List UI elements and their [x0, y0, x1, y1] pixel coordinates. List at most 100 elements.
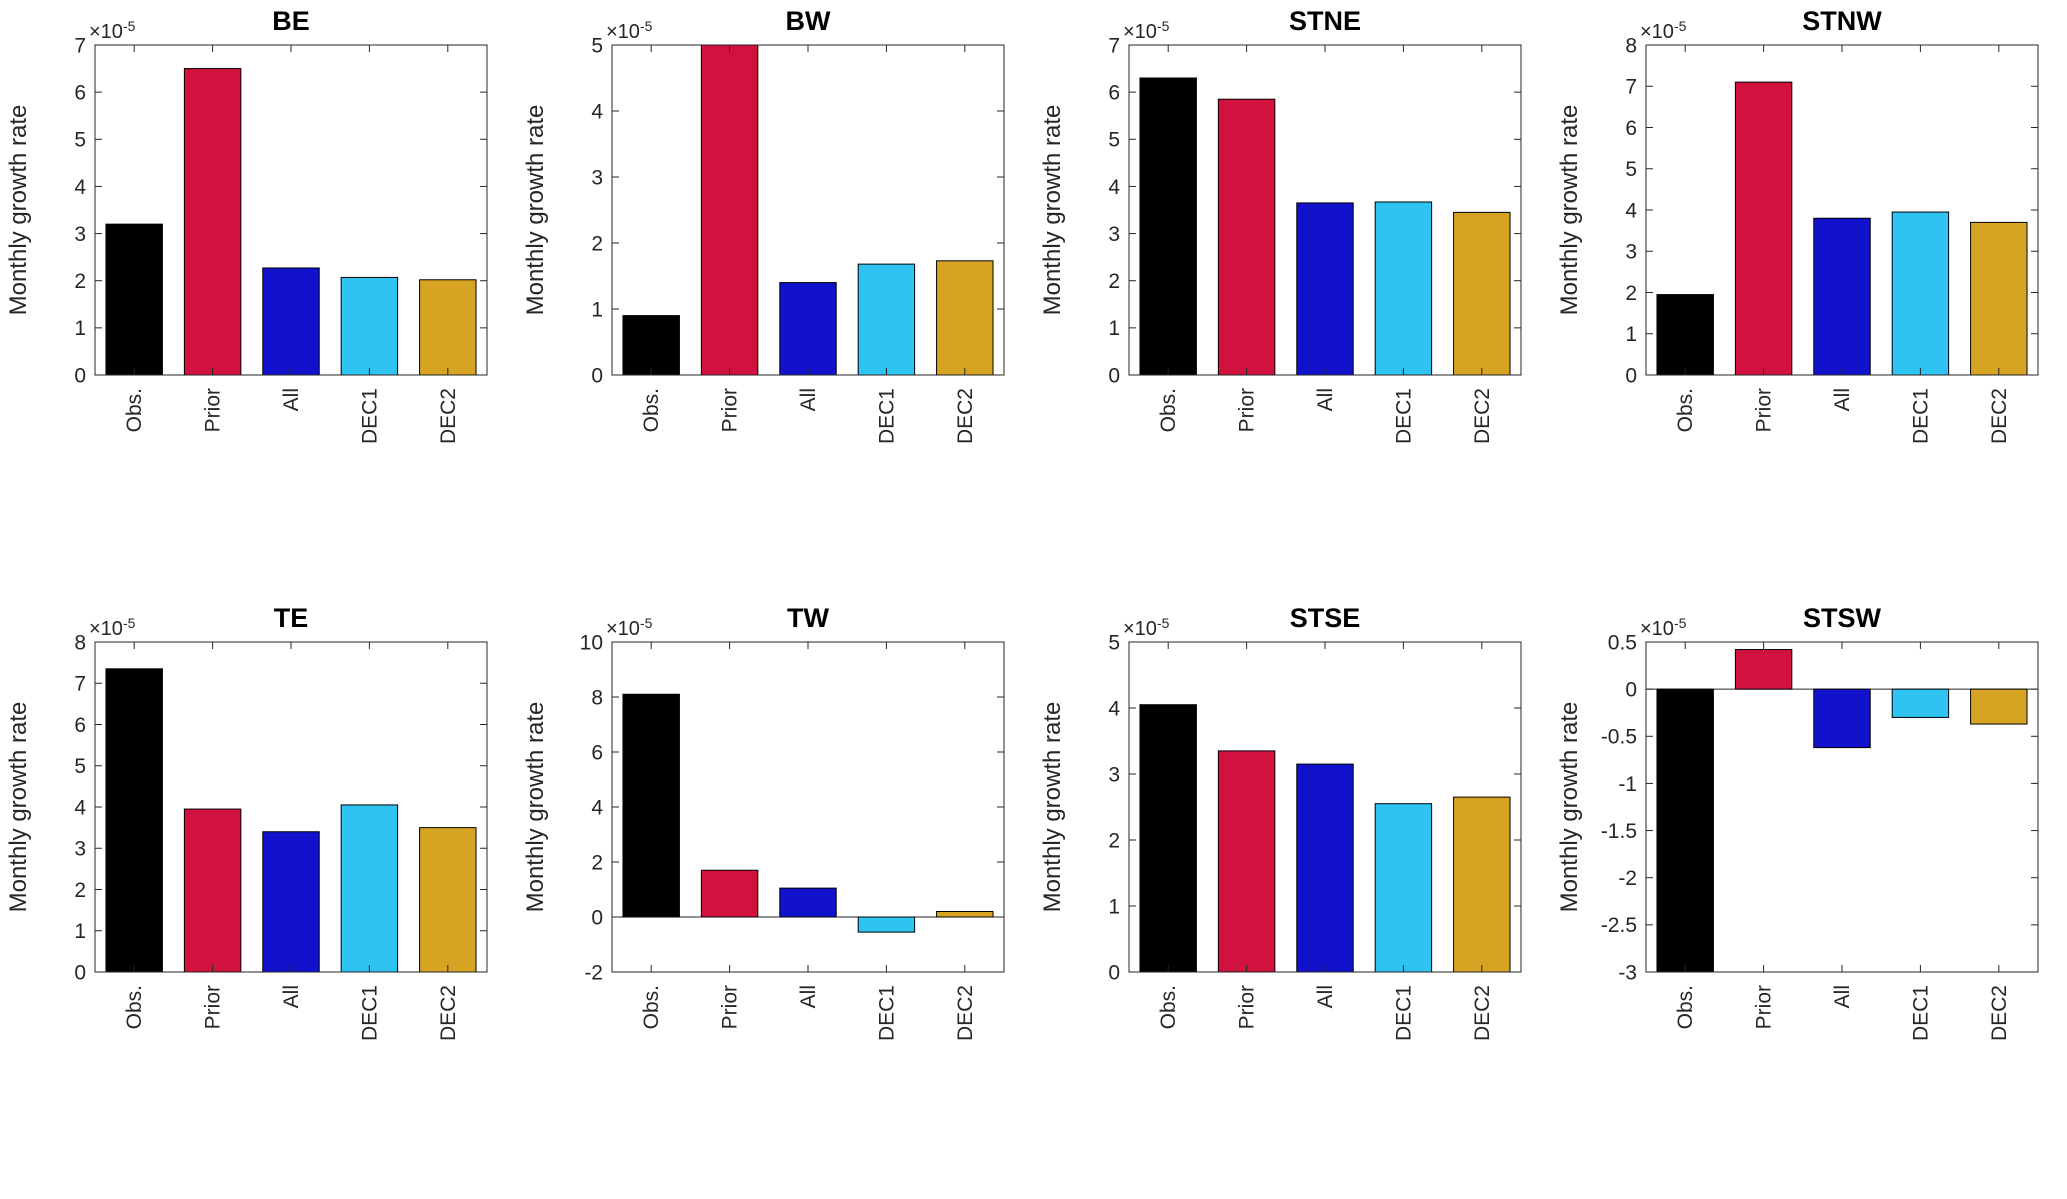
- y-tick-label: 1: [1108, 895, 1120, 918]
- bar-dec1: [1891, 211, 1950, 376]
- y-tick-label: 1: [591, 298, 603, 321]
- bar-dec2: [419, 827, 477, 973]
- y-tick-label: 1: [74, 317, 86, 340]
- bar-dec1: [340, 276, 399, 376]
- y-tick-label: 7: [1108, 34, 1120, 57]
- bar-dec2: [1453, 796, 1511, 973]
- y-tick-label: 5: [591, 34, 603, 57]
- y-tick-label: 5: [1108, 129, 1120, 152]
- y-tick-label: 2: [591, 851, 603, 874]
- x-tick-label: All: [797, 985, 820, 1008]
- bar-obs: [105, 223, 163, 376]
- bar-all: [262, 831, 320, 973]
- y-axis-label: Monthly growth rate: [1556, 702, 1583, 913]
- y-tick-label: 2: [1108, 270, 1120, 293]
- bar-chart-bw: 0 1 2 3 4 5 Obs. Prior All DEC1 DEC2 Monthly growth…: [522, 6, 1005, 444]
- bar-dec1: [1374, 803, 1433, 973]
- x-tick-label: DEC2: [1471, 388, 1494, 444]
- x-tick-label: Obs.: [1674, 388, 1697, 432]
- x-tick-label: All: [280, 388, 303, 411]
- bar-all: [1296, 763, 1354, 973]
- x-tick-label: Prior: [202, 388, 225, 432]
- x-tick-label: All: [797, 388, 820, 411]
- bar-dec1: [857, 916, 916, 933]
- bar-dec2: [1453, 211, 1511, 376]
- y-tick-label: 7: [74, 673, 86, 696]
- bar-chart-tw: -2 0 2 4 6 8 10 Obs. Prior All DEC1 DEC2 Monthly gro…: [522, 603, 1005, 1041]
- y-tick-label: 3: [1108, 223, 1120, 246]
- chart-title: STSW: [1803, 603, 1882, 633]
- bar-dec1: [857, 263, 916, 376]
- subplot-stsw: -3 -2.5 -2 -1.5 -1 -0.5 0 0.5 Obs. Prior All DEC1 DE…: [1551, 597, 2067, 1194]
- y-tick-label: 1: [74, 920, 86, 943]
- x-tick-label: Obs.: [640, 388, 663, 432]
- x-tick-label: All: [280, 985, 303, 1008]
- bar-dec2: [936, 911, 994, 918]
- x-tick-label: Prior: [1236, 388, 1259, 432]
- y-tick-label: 1: [1625, 323, 1637, 346]
- x-tick-label: All: [1831, 388, 1854, 411]
- y-tick-label: 1: [1108, 317, 1120, 340]
- y-tick-label: 0: [74, 364, 86, 387]
- x-tick-label: Prior: [719, 388, 742, 432]
- bar-prior: [1217, 98, 1276, 376]
- x-tick-label: Obs.: [123, 985, 146, 1029]
- y-tick-label: 5: [1625, 158, 1637, 181]
- x-tick-label: Prior: [719, 985, 742, 1029]
- bar-chart-be: 0 1 2 3 4 5 6 7 Obs. Prior All DEC1 DEC2 Monthly grow…: [5, 6, 488, 444]
- y-tick-label: 6: [1108, 81, 1120, 104]
- y-tick-label: 2: [1108, 829, 1120, 852]
- y-tick-label: 4: [591, 796, 603, 819]
- chart-title: BE: [272, 6, 310, 36]
- y-axis-label: Monthly growth rate: [1039, 702, 1066, 913]
- y-tick-label: 5: [74, 129, 86, 152]
- y-tick-label: 3: [74, 223, 86, 246]
- bar-obs: [622, 315, 680, 376]
- y-tick-label: 6: [1625, 117, 1637, 140]
- y-tick-label: 3: [1108, 763, 1120, 786]
- x-tick-label: All: [1831, 985, 1854, 1008]
- y-tick-label: 3: [591, 166, 603, 189]
- x-tick-label: DEC2: [1471, 985, 1494, 1041]
- x-tick-label: DEC1: [1909, 388, 1932, 444]
- x-tick-label: Prior: [1236, 985, 1259, 1029]
- x-tick-label: DEC1: [358, 985, 381, 1041]
- bar-all: [1296, 202, 1354, 376]
- y-tick-label: 3: [1625, 241, 1637, 264]
- x-tick-label: DEC2: [437, 985, 460, 1041]
- y-tick-label: 4: [74, 176, 86, 199]
- y-axis-label: Monthly growth rate: [1039, 105, 1066, 316]
- subplot-te: 0 1 2 3 4 5 6 7 8 Obs. Prior All DEC1 DEC2 Monthly gro…: [0, 597, 517, 1194]
- y-tick-label: 4: [1625, 199, 1637, 222]
- x-tick-label: Prior: [1753, 388, 1776, 432]
- y-tick-label: -2: [584, 961, 603, 984]
- x-tick-label: DEC2: [954, 388, 977, 444]
- x-tick-label: Obs.: [1157, 388, 1180, 432]
- axis-scale-label: ×10-5: [1640, 615, 1687, 640]
- x-tick-label: DEC2: [954, 985, 977, 1041]
- y-tick-label: 0: [1108, 961, 1120, 984]
- x-tick-label: DEC1: [875, 388, 898, 444]
- y-axis-label: Monthly growth rate: [522, 105, 549, 316]
- subplot-be: 0 1 2 3 4 5 6 7 Obs. Prior All DEC1 DEC2 Monthly grow…: [0, 0, 517, 597]
- bar-prior: [700, 44, 759, 376]
- y-tick-label: 7: [74, 34, 86, 57]
- bar-prior: [1734, 649, 1793, 690]
- x-tick-label: DEC1: [1392, 388, 1415, 444]
- x-tick-label: Obs.: [1157, 985, 1180, 1029]
- y-tick-label: 4: [1108, 697, 1120, 720]
- x-tick-label: DEC2: [1988, 388, 2011, 444]
- y-tick-label: 10: [580, 631, 603, 654]
- bar-dec2: [419, 279, 477, 376]
- chart-title: STNE: [1289, 6, 1361, 36]
- y-tick-label: 0: [591, 364, 603, 387]
- y-tick-label: -2.5: [1601, 914, 1637, 937]
- y-tick-label: 0: [1625, 364, 1637, 387]
- x-tick-label: Prior: [1753, 985, 1776, 1029]
- y-tick-label: -1.5: [1601, 820, 1637, 843]
- y-tick-label: 0: [1625, 678, 1637, 701]
- y-tick-label: 0: [591, 906, 603, 929]
- subplot-stnw: 0 1 2 3 4 5 6 7 8 Obs. Prior All DEC1 DEC2 Monthly gro…: [1551, 0, 2067, 597]
- chart-title: TW: [787, 603, 829, 633]
